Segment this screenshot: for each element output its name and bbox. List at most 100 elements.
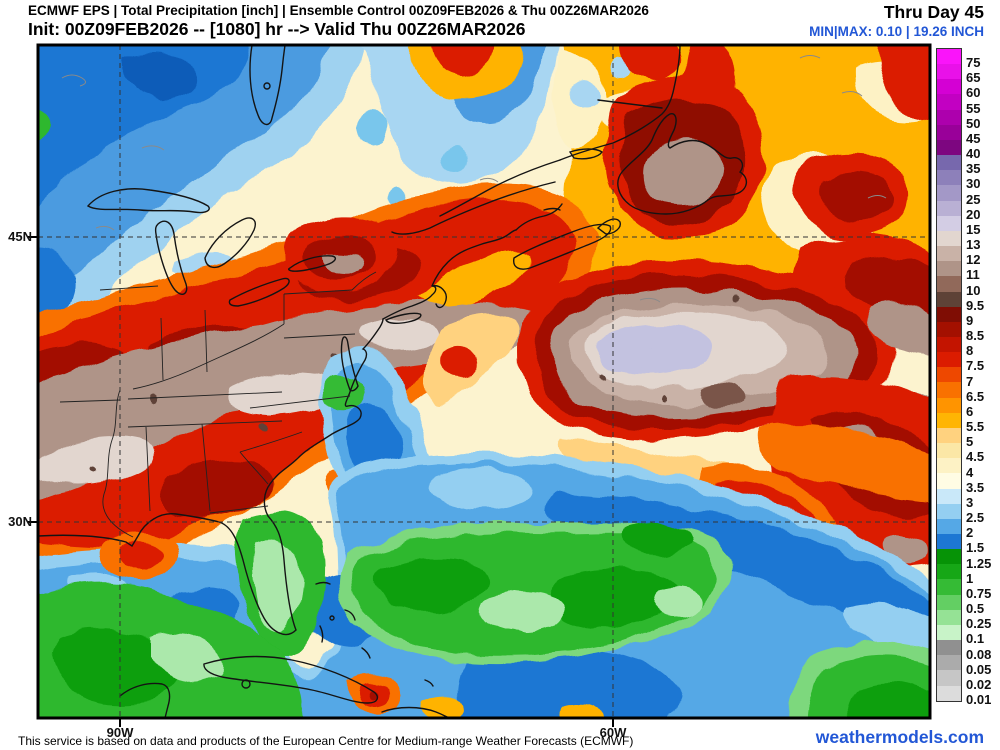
map-canvas (38, 45, 930, 718)
colorbar-value: 6.5 (966, 388, 985, 404)
colorbar-value: 35 (966, 161, 981, 177)
colorbar-band (937, 609, 961, 625)
colorbar-band (937, 49, 961, 65)
colorbar-value: 3.5 (966, 479, 985, 495)
model-title: ECMWF EPS | Total Precipitation [inch] |… (28, 3, 649, 18)
colorbar-value: 4.5 (966, 449, 985, 465)
colorbar-value: 2.5 (966, 510, 985, 526)
colorbar-value: 0.25 (966, 616, 992, 632)
colorbar-value: 0.75 (966, 585, 992, 601)
colorbar-band (937, 79, 961, 95)
colorbar-value: 55 (966, 100, 981, 116)
colorbar-value: 65 (966, 70, 981, 86)
colorbar-band (937, 624, 961, 641)
colorbar-band (937, 443, 961, 459)
lat-label-30n: 30N (8, 514, 32, 529)
colorbar-band (937, 473, 961, 489)
colorbar-band (937, 352, 961, 368)
colorbar (936, 48, 962, 702)
colorbar-band (937, 549, 961, 565)
colorbar-band (937, 670, 961, 686)
colorbar-band (937, 139, 961, 156)
colorbar-value: 60 (966, 85, 981, 101)
colorbar-band (937, 503, 961, 519)
state-borders (59, 271, 377, 538)
colorbar-band (937, 230, 961, 247)
init-valid-line: Init: 00Z09FEB2026 -- [1080] hr --> Vali… (28, 19, 526, 39)
colorbar-value: 1.25 (966, 555, 992, 571)
colorbar-band (937, 155, 961, 171)
colorbar-value: 75 (966, 55, 981, 71)
colorbar-band (937, 215, 961, 231)
colorbar-band (937, 382, 961, 398)
map-border (36, 43, 932, 720)
colorbar-value: 45 (966, 130, 981, 146)
colorbar-band (937, 124, 961, 140)
colorbar-value: 9.5 (966, 297, 985, 313)
colorbar-band (937, 185, 961, 201)
colorbar-value: 7 (966, 373, 974, 389)
colorbar-band (937, 306, 961, 322)
precip-field (38, 45, 930, 718)
colorbar-value: 8.5 (966, 328, 985, 344)
colorbar-band (937, 291, 961, 307)
colorbar-value: 0.08 (966, 646, 992, 662)
colorbar-band (937, 427, 961, 444)
colorbar-band (937, 109, 961, 125)
colorbar-band (937, 488, 961, 504)
colorbar-value: 8 (966, 343, 974, 359)
lon-label-60w: 60W (599, 725, 627, 740)
colorbar-value: 2 (966, 525, 974, 541)
colorbar-band (937, 321, 961, 337)
attribution-text: This service is based on data and produc… (18, 734, 634, 748)
colorbar-value: 5.5 (966, 419, 985, 435)
colorbar-value: 3 (966, 494, 974, 510)
colorbar-value: 5 (966, 434, 974, 450)
colorbar-value: 0.05 (966, 661, 992, 677)
colorbar-value: 1.5 (966, 540, 985, 556)
axis-ticks (28, 236, 614, 727)
colorbar-value: 7.5 (966, 358, 985, 374)
colorbar-value: 0.1 (966, 631, 985, 647)
colorbar-band (937, 412, 961, 428)
colorbar-band (937, 685, 961, 701)
colorbar-band (937, 261, 961, 277)
colorbar-band (937, 276, 961, 292)
colorbar-band (937, 579, 961, 595)
colorbar-band (937, 458, 961, 474)
brand-logo: weathermodels.com (815, 727, 984, 747)
colorbar-value: 10 (966, 282, 981, 298)
colorbar-value: 13 (966, 237, 981, 253)
colorbar-band (937, 64, 961, 80)
lat-label-45n: 45N (8, 229, 32, 244)
colorbar-value: 12 (966, 252, 981, 268)
minor-lakes (61, 55, 887, 303)
colorbar-band (937, 640, 961, 656)
colorbar-band (937, 94, 961, 110)
colorbar-value: 1 (966, 570, 974, 586)
colorbar-value: 20 (966, 206, 981, 222)
colorbar-value: 9 (966, 312, 974, 328)
colorbar-value: 40 (966, 146, 981, 162)
colorbar-value: 0.01 (966, 692, 992, 707)
colorbar-band (937, 518, 961, 534)
colorbar-band (937, 200, 961, 216)
colorbar-band (937, 655, 961, 671)
colorbar-value: 4 (966, 464, 974, 480)
colorbar-value: 50 (966, 115, 981, 131)
graticule (38, 45, 930, 718)
colorbar-band (937, 594, 961, 610)
colorbar-band (937, 397, 961, 413)
minmax-label: MIN|MAX: 0.10 | 19.26 INCH (809, 24, 984, 39)
forecast-range-label: Thru Day 45 (883, 2, 984, 22)
colorbar-band (937, 367, 961, 383)
colorbar-value: 25 (966, 191, 981, 207)
lon-label-90w: 90W (106, 725, 134, 740)
colorbar-value: 30 (966, 176, 981, 192)
colorbar-value: 0.5 (966, 601, 985, 617)
colorbar-value: 0.02 (966, 676, 992, 692)
colorbar-band (937, 336, 961, 353)
colorbar-value: 15 (966, 221, 981, 237)
